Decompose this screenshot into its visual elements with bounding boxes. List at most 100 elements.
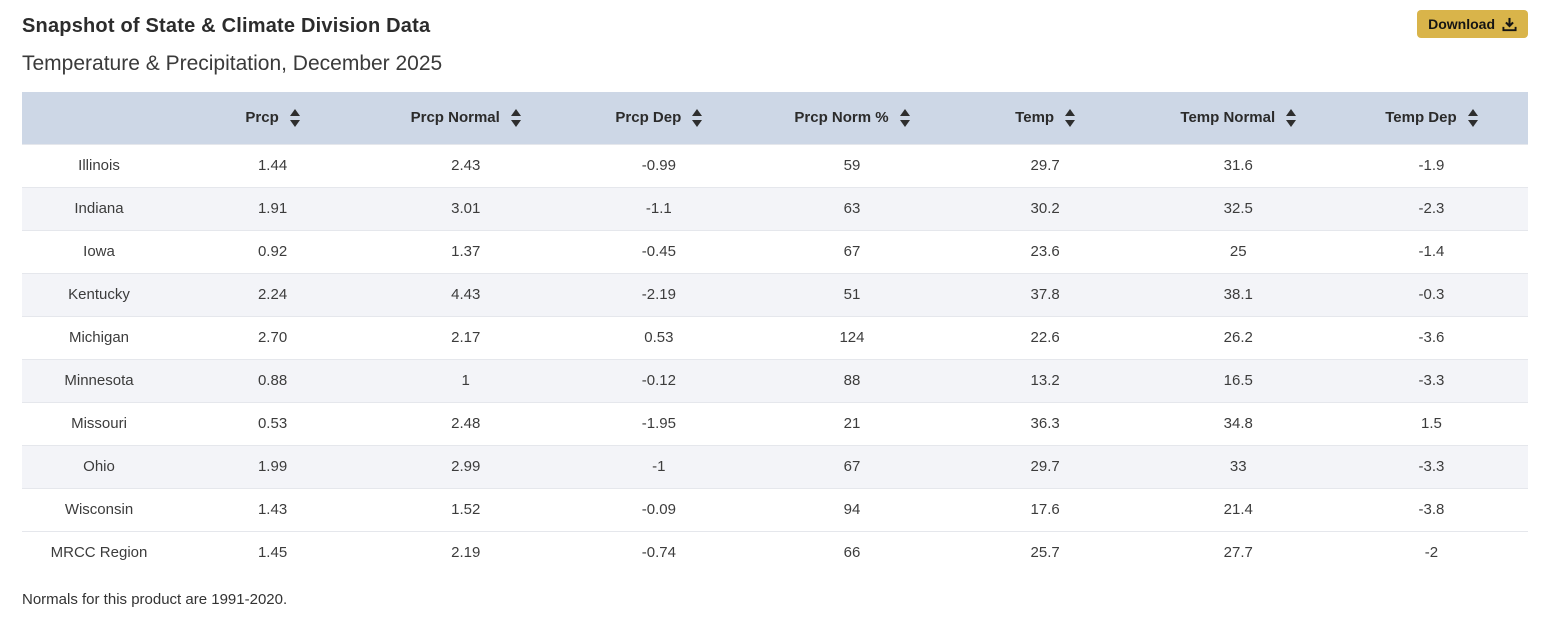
row-label: Michigan [68, 329, 130, 346]
footnote: Normals for this product are 1991-2020. [22, 591, 288, 608]
data-cell: 1.43 [257, 501, 288, 518]
data-cell: 1 [461, 372, 470, 389]
column-header-temp-dep[interactable]: Temp Dep [1334, 92, 1528, 144]
row-header-spacer-cell [22, 92, 176, 144]
data-cell: 4.43 [451, 286, 481, 303]
data-cell: 2.48 [451, 415, 481, 432]
data-cell: 94 [843, 501, 861, 518]
data-cell: 1.45 [257, 544, 288, 562]
data-cell: 3.01 [451, 200, 481, 217]
data-cell: 1.99 [257, 458, 288, 475]
data-cell: 2.70 [257, 329, 288, 346]
data-cell: 1.91 [257, 200, 288, 217]
table-row: Ohio 1.99 2.99 -1 67 29.7 33 -3.3 [22, 445, 1528, 488]
table-row: Michigan 2.70 2.17 0.53 124 22.6 26.2 -3.6 [22, 316, 1528, 359]
data-cell: -0.3 [1418, 286, 1445, 303]
row-label: Minnesota [64, 372, 134, 389]
data-cell: -3.3 [1418, 372, 1445, 389]
data-cell: 30.2 [1030, 200, 1060, 217]
sort-up-down-icon [692, 108, 703, 127]
data-cell: 88 [843, 372, 861, 389]
column-header-label: Temp Dep [1385, 109, 1457, 127]
data-cell: 37.8 [1030, 286, 1060, 303]
data-cell: 0.53 [257, 415, 288, 432]
data-cell: 63 [843, 200, 861, 217]
data-cell: 26.2 [1223, 329, 1253, 346]
data-cell: 29.7 [1030, 157, 1060, 174]
row-label: MRCC Region [50, 544, 148, 562]
data-cell: 66 [843, 544, 861, 562]
data-cell: 2.24 [257, 286, 288, 303]
table-row: Illinois 1.44 2.43 -0.99 59 29.7 31.6 -1.9 [22, 144, 1528, 187]
data-cell: 25 [1229, 243, 1247, 260]
data-cell: 22.6 [1030, 329, 1060, 346]
data-cell: 38.1 [1223, 286, 1253, 303]
data-cell: 2.17 [451, 329, 481, 346]
column-header-prcp-dep[interactable]: Prcp Dep [562, 92, 756, 144]
column-header-prcp-norm[interactable]: Prcp Norm % [755, 92, 949, 144]
column-header-temp[interactable]: Temp [948, 92, 1142, 144]
sort-up-down-icon [289, 108, 300, 127]
data-cell: -1 [652, 458, 666, 475]
data-cell: 1.37 [451, 243, 481, 260]
table-summary-body: MRCC Region 1.45 2.19 -0.74 66 25.7 27.7 -2 [22, 531, 1528, 574]
table-row: Kentucky 2.24 4.43 -2.19 51 37.8 38.1 -0.3 [22, 273, 1528, 316]
column-header-label: Temp [1015, 109, 1055, 127]
data-cell: 21 [843, 415, 861, 432]
table-row: MRCC Region 1.45 2.19 -0.74 66 25.7 27.7 -2 [22, 531, 1528, 574]
page-title: Snapshot of State & Climate Division Dat… [22, 15, 431, 37]
data-cell: 17.6 [1030, 501, 1060, 518]
table-row: Minnesota 0.88 1 -0.12 88 13.2 16.5 -3.3 [22, 359, 1528, 402]
column-header-prcp[interactable]: Prcp [176, 92, 370, 144]
row-label: Indiana [74, 200, 124, 217]
download-button[interactable]: Download [1417, 10, 1528, 38]
data-cell: -1.9 [1418, 157, 1445, 174]
data-cell: -3.6 [1418, 329, 1445, 346]
row-label: Ohio [83, 458, 115, 475]
table-header-row: Prcp Prcp Normal Prcp Dep Prcp Norm % Temp Te… [22, 92, 1528, 144]
column-header-label: Prcp Dep [615, 109, 682, 127]
sort-up-down-icon [1286, 108, 1297, 127]
data-cell: -0.99 [641, 157, 676, 174]
column-header-label: Prcp [245, 109, 279, 127]
data-cell: -2.3 [1418, 200, 1445, 217]
data-cell: 21.4 [1223, 501, 1253, 518]
column-header-prcp-normal[interactable]: Prcp Normal [369, 92, 563, 144]
row-label: Illinois [78, 157, 120, 174]
column-header-label: Prcp Norm % [794, 109, 889, 127]
data-cell: 51 [843, 286, 861, 303]
table-row: Iowa 0.92 1.37 -0.45 67 23.6 25 -1.4 [22, 230, 1528, 273]
data-cell: 0.92 [257, 243, 288, 260]
data-cell: 36.3 [1030, 415, 1060, 432]
column-header-temp-normal[interactable]: Temp Normal [1141, 92, 1335, 144]
table-row: Missouri 0.53 2.48 -1.95 21 36.3 34.8 1.5 [22, 402, 1528, 445]
column-header-label: Prcp Normal [410, 109, 500, 127]
data-cell: -2 [1424, 544, 1439, 562]
data-cell: -0.45 [641, 243, 676, 260]
data-cell: -1.95 [641, 415, 676, 432]
data-cell: -3.8 [1418, 501, 1445, 518]
data-cell: 29.7 [1030, 458, 1060, 475]
data-cell: 2.99 [451, 458, 481, 475]
data-cell: 124 [839, 329, 865, 346]
sort-up-down-icon [1065, 108, 1076, 127]
data-cell: 1.5 [1420, 415, 1442, 432]
data-cell: -0.09 [641, 501, 676, 518]
data-cell: -1.1 [645, 200, 672, 217]
row-label: Kentucky [68, 286, 130, 303]
download-button-label: Download [1428, 16, 1495, 32]
data-cell: 0.88 [257, 372, 288, 389]
row-label: Wisconsin [64, 501, 134, 518]
data-cell: 34.8 [1223, 415, 1253, 432]
data-cell: 25.7 [1030, 544, 1060, 562]
data-cell: 59 [843, 157, 861, 174]
data-cell: 23.6 [1030, 243, 1060, 260]
data-cell: 16.5 [1223, 372, 1253, 389]
titles: Snapshot of State & Climate Division Dat… [22, 8, 1417, 92]
table-body: Illinois 1.44 2.43 -0.99 59 29.7 31.6 -1.9 India… [22, 144, 1528, 531]
data-cell: 2.19 [451, 544, 481, 562]
sort-up-down-icon [899, 108, 910, 127]
data-cell: 31.6 [1223, 157, 1253, 174]
data-cell: 2.43 [451, 157, 481, 174]
